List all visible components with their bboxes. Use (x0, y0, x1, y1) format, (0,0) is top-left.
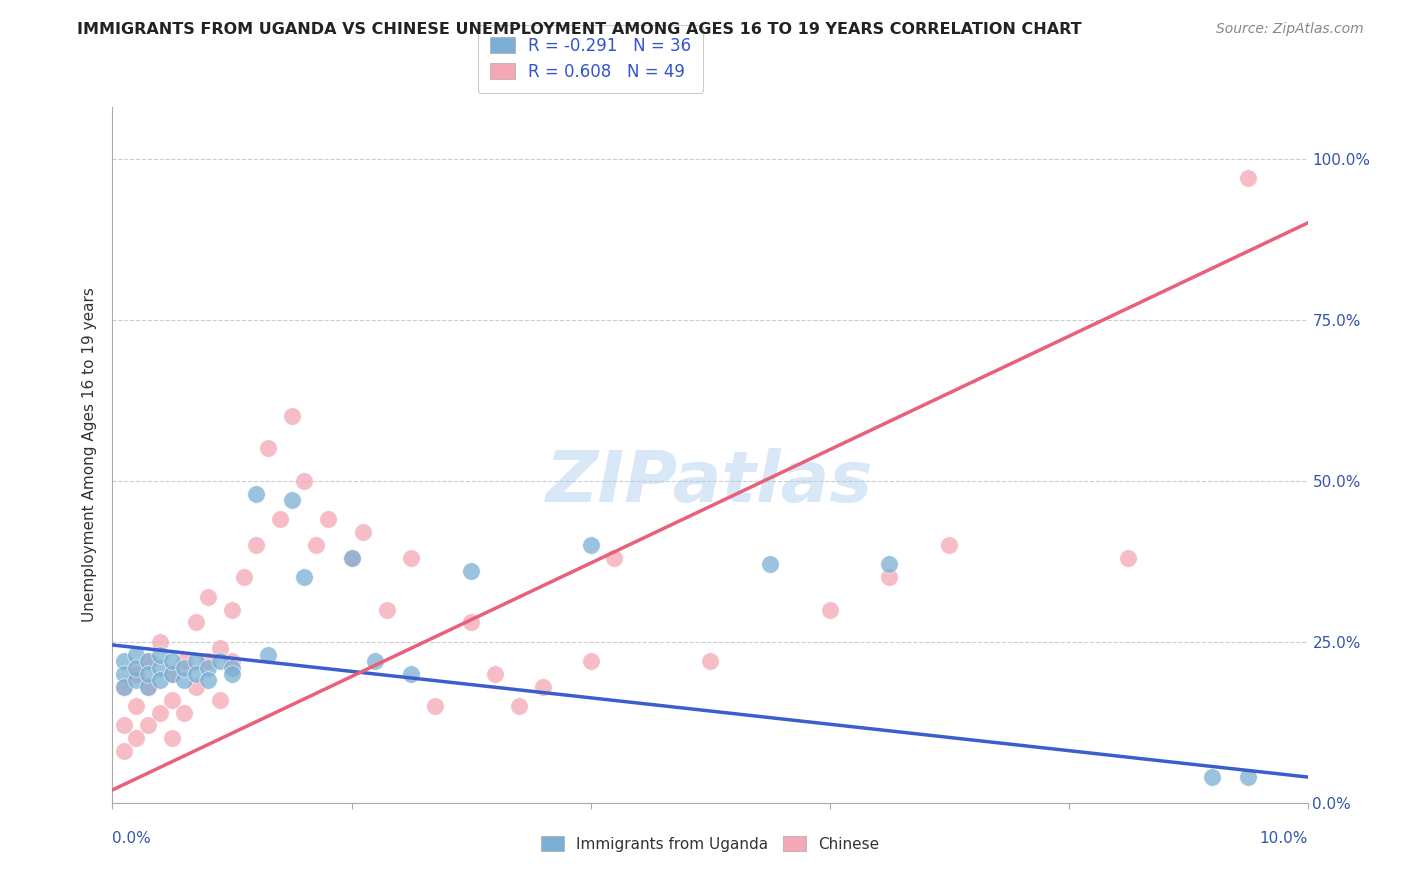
Point (162, 667, 183, 681)
Legend: Immigrants from Uganda, Chinese: Immigrants from Uganda, Chinese (534, 830, 886, 858)
Point (138, 680, 160, 694)
Point (138, 667, 160, 681)
Point (125, 731, 148, 746)
Point (162, 654, 183, 668)
Point (186, 667, 208, 681)
Text: ZIPatlas: ZIPatlas (547, 449, 873, 517)
Point (364, 654, 387, 668)
Point (138, 654, 160, 668)
Point (269, 512, 291, 526)
Point (401, 667, 423, 681)
Point (114, 718, 135, 732)
Text: IMMIGRANTS FROM UGANDA VS CHINESE UNEMPLOYMENT AMONG AGES 16 TO 19 YEARS CORRELA: IMMIGRANTS FROM UGANDA VS CHINESE UNEMPL… (77, 22, 1083, 37)
Point (579, 654, 602, 668)
Point (149, 634, 172, 648)
Point (149, 706, 172, 720)
Point (281, 409, 304, 424)
Point (1237, 770, 1260, 784)
Point (197, 673, 219, 688)
Point (114, 667, 135, 681)
Point (340, 551, 363, 566)
Point (579, 538, 602, 552)
Point (197, 654, 219, 668)
Point (233, 570, 256, 584)
Point (425, 699, 447, 714)
Point (173, 654, 195, 668)
Point (114, 744, 135, 758)
Point (114, 680, 135, 694)
Point (257, 648, 280, 662)
Point (221, 660, 243, 674)
Point (138, 718, 160, 732)
Point (221, 667, 243, 681)
Point (245, 486, 267, 500)
Point (292, 474, 315, 488)
Point (125, 667, 148, 681)
Point (197, 590, 219, 604)
Point (340, 551, 363, 566)
Point (173, 660, 195, 674)
Text: 10.0%: 10.0% (1260, 830, 1308, 846)
Point (114, 680, 135, 694)
Point (186, 680, 208, 694)
Point (938, 538, 960, 552)
Point (699, 654, 721, 668)
Point (879, 558, 901, 572)
Point (401, 551, 423, 566)
Point (114, 654, 135, 668)
Point (281, 493, 304, 508)
Point (149, 660, 172, 674)
Point (162, 692, 183, 706)
Point (879, 570, 901, 584)
Point (209, 641, 232, 656)
Point (1118, 551, 1140, 566)
Point (209, 692, 232, 706)
Point (149, 673, 172, 688)
Point (1201, 770, 1223, 784)
Point (173, 673, 195, 688)
Point (221, 602, 243, 616)
Point (257, 442, 280, 456)
Point (353, 525, 375, 540)
Text: 0.0%: 0.0% (112, 830, 152, 846)
Point (377, 602, 399, 616)
Point (531, 680, 554, 694)
Text: Source: ZipAtlas.com: Source: ZipAtlas.com (1216, 22, 1364, 37)
Point (125, 660, 148, 674)
Point (460, 564, 482, 578)
Point (818, 602, 841, 616)
Point (186, 654, 208, 668)
Point (162, 667, 183, 681)
Point (186, 615, 208, 630)
Point (316, 512, 339, 526)
Point (508, 699, 530, 714)
Point (149, 648, 172, 662)
Point (125, 673, 148, 688)
Y-axis label: Unemployment Among Ages 16 to 19 years: Unemployment Among Ages 16 to 19 years (82, 287, 97, 623)
Point (759, 558, 782, 572)
Point (162, 731, 183, 746)
Point (209, 654, 232, 668)
Point (173, 706, 195, 720)
Point (305, 538, 328, 552)
Point (197, 660, 219, 674)
Point (125, 699, 148, 714)
Point (484, 667, 506, 681)
Point (221, 654, 243, 668)
Point (1237, 170, 1260, 185)
Point (138, 654, 160, 668)
Point (603, 551, 626, 566)
Point (138, 680, 160, 694)
Point (460, 615, 482, 630)
Point (245, 538, 267, 552)
Point (125, 648, 148, 662)
Point (292, 570, 315, 584)
